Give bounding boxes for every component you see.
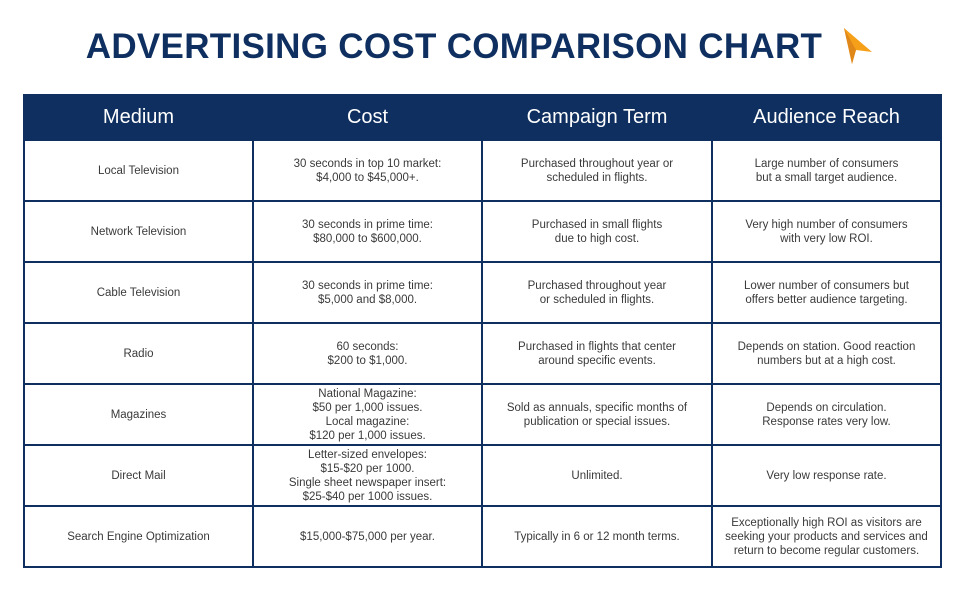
cell-cost: $15,000-$75,000 per year.	[252, 505, 483, 568]
table-row: Cable Television 30 seconds in prime tim…	[23, 261, 942, 324]
cell-audience-reach: Lower number of consumers but offers bet…	[711, 261, 942, 324]
cell-audience-reach: Very high number of consumers with very …	[711, 200, 942, 263]
header-cost: Cost	[252, 94, 483, 140]
cell-cost: 60 seconds: $200 to $1,000.	[252, 322, 483, 385]
table-row: Radio 60 seconds: $200 to $1,000. Purcha…	[23, 322, 942, 385]
cell-medium: Radio	[23, 322, 254, 385]
cell-cost: 30 seconds in prime time: $80,000 to $60…	[252, 200, 483, 263]
header-medium: Medium	[23, 94, 254, 140]
cell-audience-reach: Depends on circulation. Response rates v…	[711, 383, 942, 446]
cost-comparison-table: Medium Cost Campaign Term Audience Reach…	[23, 94, 942, 568]
table-row: Search Engine Optimization $15,000-$75,0…	[23, 505, 942, 568]
cell-campaign-term: Sold as annuals, specific months of publ…	[481, 383, 713, 446]
cell-audience-reach: Depends on station. Good reaction number…	[711, 322, 942, 385]
page-title: ADVERTISING COST COMPARISON CHART	[85, 26, 823, 66]
cell-medium: Magazines	[23, 383, 254, 446]
cell-cost: National Magazine: $50 per 1,000 issues.…	[252, 383, 483, 446]
header-campaign-term: Campaign Term	[481, 94, 713, 140]
cell-medium: Search Engine Optimization	[23, 505, 254, 568]
cell-cost: 30 seconds in top 10 market: $4,000 to $…	[252, 139, 483, 202]
cell-medium: Network Television	[23, 200, 254, 263]
title-row: ADVERTISING COST COMPARISON CHART	[0, 18, 960, 74]
cell-campaign-term: Unlimited.	[481, 444, 713, 507]
table-row: Local Television 30 seconds in top 10 ma…	[23, 139, 942, 202]
cell-campaign-term: Purchased in small flights due to high c…	[481, 200, 713, 263]
cell-audience-reach: Large number of consumers but a small ta…	[711, 139, 942, 202]
table-row: Direct Mail Letter-sized envelopes: $15-…	[23, 444, 942, 507]
table-header-row: Medium Cost Campaign Term Audience Reach	[23, 94, 942, 140]
cell-audience-reach: Very low response rate.	[711, 444, 942, 507]
cell-medium: Direct Mail	[23, 444, 254, 507]
cell-campaign-term: Purchased throughout year or scheduled i…	[481, 139, 713, 202]
cell-medium: Cable Television	[23, 261, 254, 324]
table-row: Magazines National Magazine: $50 per 1,0…	[23, 383, 942, 446]
cell-campaign-term: Purchased throughout year or scheduled i…	[481, 261, 713, 324]
cell-medium: Local Television	[23, 139, 254, 202]
orange-arrow-cursor-icon	[842, 26, 874, 66]
cell-cost: 30 seconds in prime time: $5,000 and $8,…	[252, 261, 483, 324]
cell-cost: Letter-sized envelopes: $15-$20 per 1000…	[252, 444, 483, 507]
cell-campaign-term: Typically in 6 or 12 month terms.	[481, 505, 713, 568]
cell-audience-reach: Exceptionally high ROI as visitors are s…	[711, 505, 942, 568]
cell-campaign-term: Purchased in flights that center around …	[481, 322, 713, 385]
table-row: Network Television 30 seconds in prime t…	[23, 200, 942, 263]
header-audience-reach: Audience Reach	[711, 94, 942, 140]
